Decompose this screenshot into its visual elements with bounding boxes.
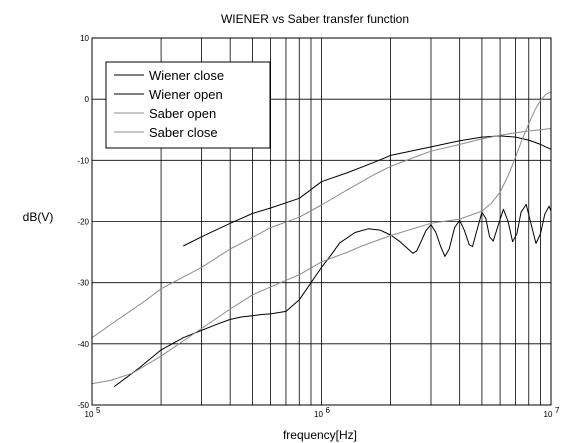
legend: Wiener close Wiener open Saber open Saber c… (105, 61, 271, 149)
series-line-wiener-close (183, 135, 552, 247)
x-tick-label: 10 (544, 410, 553, 419)
y-axis-label: dB(V) (23, 210, 54, 224)
legend-label: Saber open (149, 106, 216, 121)
series-line-saber-close (91, 128, 552, 339)
y-tick-label: -10 (77, 156, 89, 165)
y-tick-label: -50 (77, 401, 89, 410)
legend-label: Saber close (149, 125, 218, 140)
y-tick-label: -40 (77, 340, 89, 349)
y-tick-label: 0 (85, 95, 90, 104)
legend-box (105, 61, 271, 149)
y-tick-label: -20 (77, 218, 89, 227)
x-tick-label: 10 (314, 410, 323, 419)
y-tick-label: 10 (80, 34, 89, 43)
x-tick-exponent: 7 (555, 406, 560, 415)
series-line-saber-open (91, 91, 552, 385)
plot-frame (91, 37, 552, 406)
x-tick-label: 10 (85, 410, 94, 419)
y-tick-label: -30 (77, 279, 89, 288)
chart-title: WIENER vs Saber transfer function (221, 12, 409, 26)
legend-label: Wiener open (149, 87, 223, 102)
x-tick-exponent: 5 (96, 406, 101, 415)
series-line-wiener-open (113, 203, 552, 388)
series-lines (91, 91, 552, 388)
x-axis-label: frequency[Hz] (283, 428, 357, 442)
legend-label: Wiener close (149, 68, 224, 83)
x-tick-exponent: 6 (326, 406, 331, 415)
